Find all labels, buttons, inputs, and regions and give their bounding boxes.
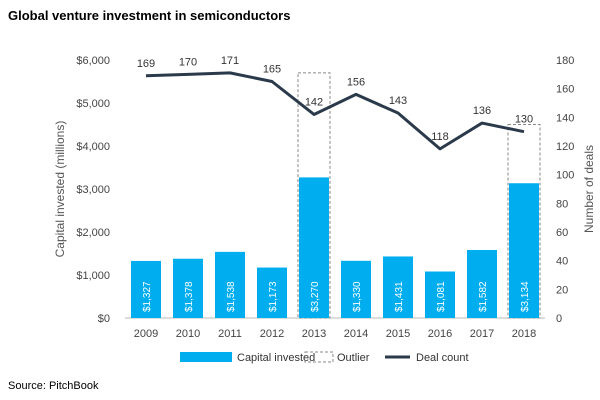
chart-title: Global venture investment in semiconduct… — [8, 8, 291, 23]
capital-bar — [341, 260, 371, 318]
source-note: Source: PitchBook — [8, 380, 99, 392]
y2-tick-label: 40 — [556, 256, 568, 268]
deal-count-label: 142 — [305, 96, 323, 108]
deal-count-label: 136 — [473, 105, 491, 117]
capital-bar — [173, 258, 203, 318]
capital-bar — [425, 271, 455, 318]
y2-tick-label: 20 — [556, 284, 568, 296]
legend-label-deals: Deal count — [416, 352, 469, 364]
y2-tick-label: 120 — [556, 141, 574, 153]
legend-swatch-capital — [180, 352, 232, 362]
x-tick-label: 2016 — [428, 328, 452, 340]
deal-count-label: 156 — [347, 76, 365, 88]
legend-label-capital: Capital invested — [237, 352, 315, 364]
y-tick-label: $0 — [98, 313, 110, 325]
capital-bar — [299, 177, 329, 318]
x-tick-label: 2014 — [344, 328, 368, 340]
y-tick-label: $2,000 — [76, 227, 110, 239]
legend-swatch-outlier — [304, 351, 334, 363]
deal-count-label: 171 — [221, 55, 239, 67]
y2-tick-label: 0 — [556, 313, 562, 325]
bar-value-label: $3,270 — [310, 281, 321, 312]
legend-label-outlier: Outlier — [337, 352, 370, 364]
capital-bar — [215, 251, 245, 318]
y2-tick-label: 60 — [556, 227, 568, 239]
x-tick-label: 2018 — [512, 328, 536, 340]
outlier-box — [297, 72, 331, 319]
deal-count-label: 118 — [431, 131, 449, 143]
bar-value-label: $1,081 — [436, 281, 447, 312]
y-tick-label: $3,000 — [76, 184, 110, 196]
y2-tick-label: 180 — [556, 55, 574, 67]
x-tick-label: 2010 — [176, 328, 200, 340]
x-tick-label: 2011 — [218, 328, 242, 340]
capital-bar — [509, 183, 539, 318]
y-tick-label: $1,000 — [76, 270, 110, 282]
deal-count-line — [145, 71, 525, 151]
x-tick-label: 2017 — [470, 328, 494, 340]
bar-value-label: $3,134 — [520, 281, 531, 312]
y2-tick-label: 80 — [556, 198, 568, 210]
deal-count-label: 170 — [179, 56, 197, 68]
bar-value-label: $1,431 — [394, 281, 405, 312]
x-tick-label: 2009 — [134, 328, 158, 340]
x-tick-label: 2012 — [260, 328, 284, 340]
capital-bar — [257, 267, 287, 318]
y2-tick-label: 140 — [556, 112, 574, 124]
deal-count-label: 165 — [263, 64, 281, 76]
x-tick-label: 2015 — [386, 328, 410, 340]
deal-count-label: 169 — [137, 58, 155, 70]
y-axis-title: Capital invested (millions) — [53, 121, 67, 258]
bar-value-label: $1,378 — [184, 281, 195, 312]
bar-value-label: $1,327 — [142, 281, 153, 312]
deal-count-label: 130 — [515, 114, 533, 126]
capital-bar — [467, 249, 497, 318]
y2-axis-title: Number of deals — [582, 145, 596, 233]
bar-value-label: $1,173 — [268, 281, 279, 312]
capital-bar — [383, 256, 413, 318]
y-tick-label: $4,000 — [76, 141, 110, 153]
y-tick-label: $5,000 — [76, 98, 110, 110]
y2-tick-label: 160 — [556, 84, 574, 96]
y-tick-label: $6,000 — [76, 55, 110, 67]
bar-value-label: $1,582 — [478, 281, 489, 312]
bar-value-label: $1,330 — [352, 281, 363, 312]
deal-count-label: 143 — [389, 95, 407, 107]
bar-value-label: $1,538 — [226, 281, 237, 312]
x-tick-label: 2013 — [302, 328, 326, 340]
capital-bar — [131, 260, 161, 318]
y2-tick-label: 100 — [556, 170, 574, 182]
